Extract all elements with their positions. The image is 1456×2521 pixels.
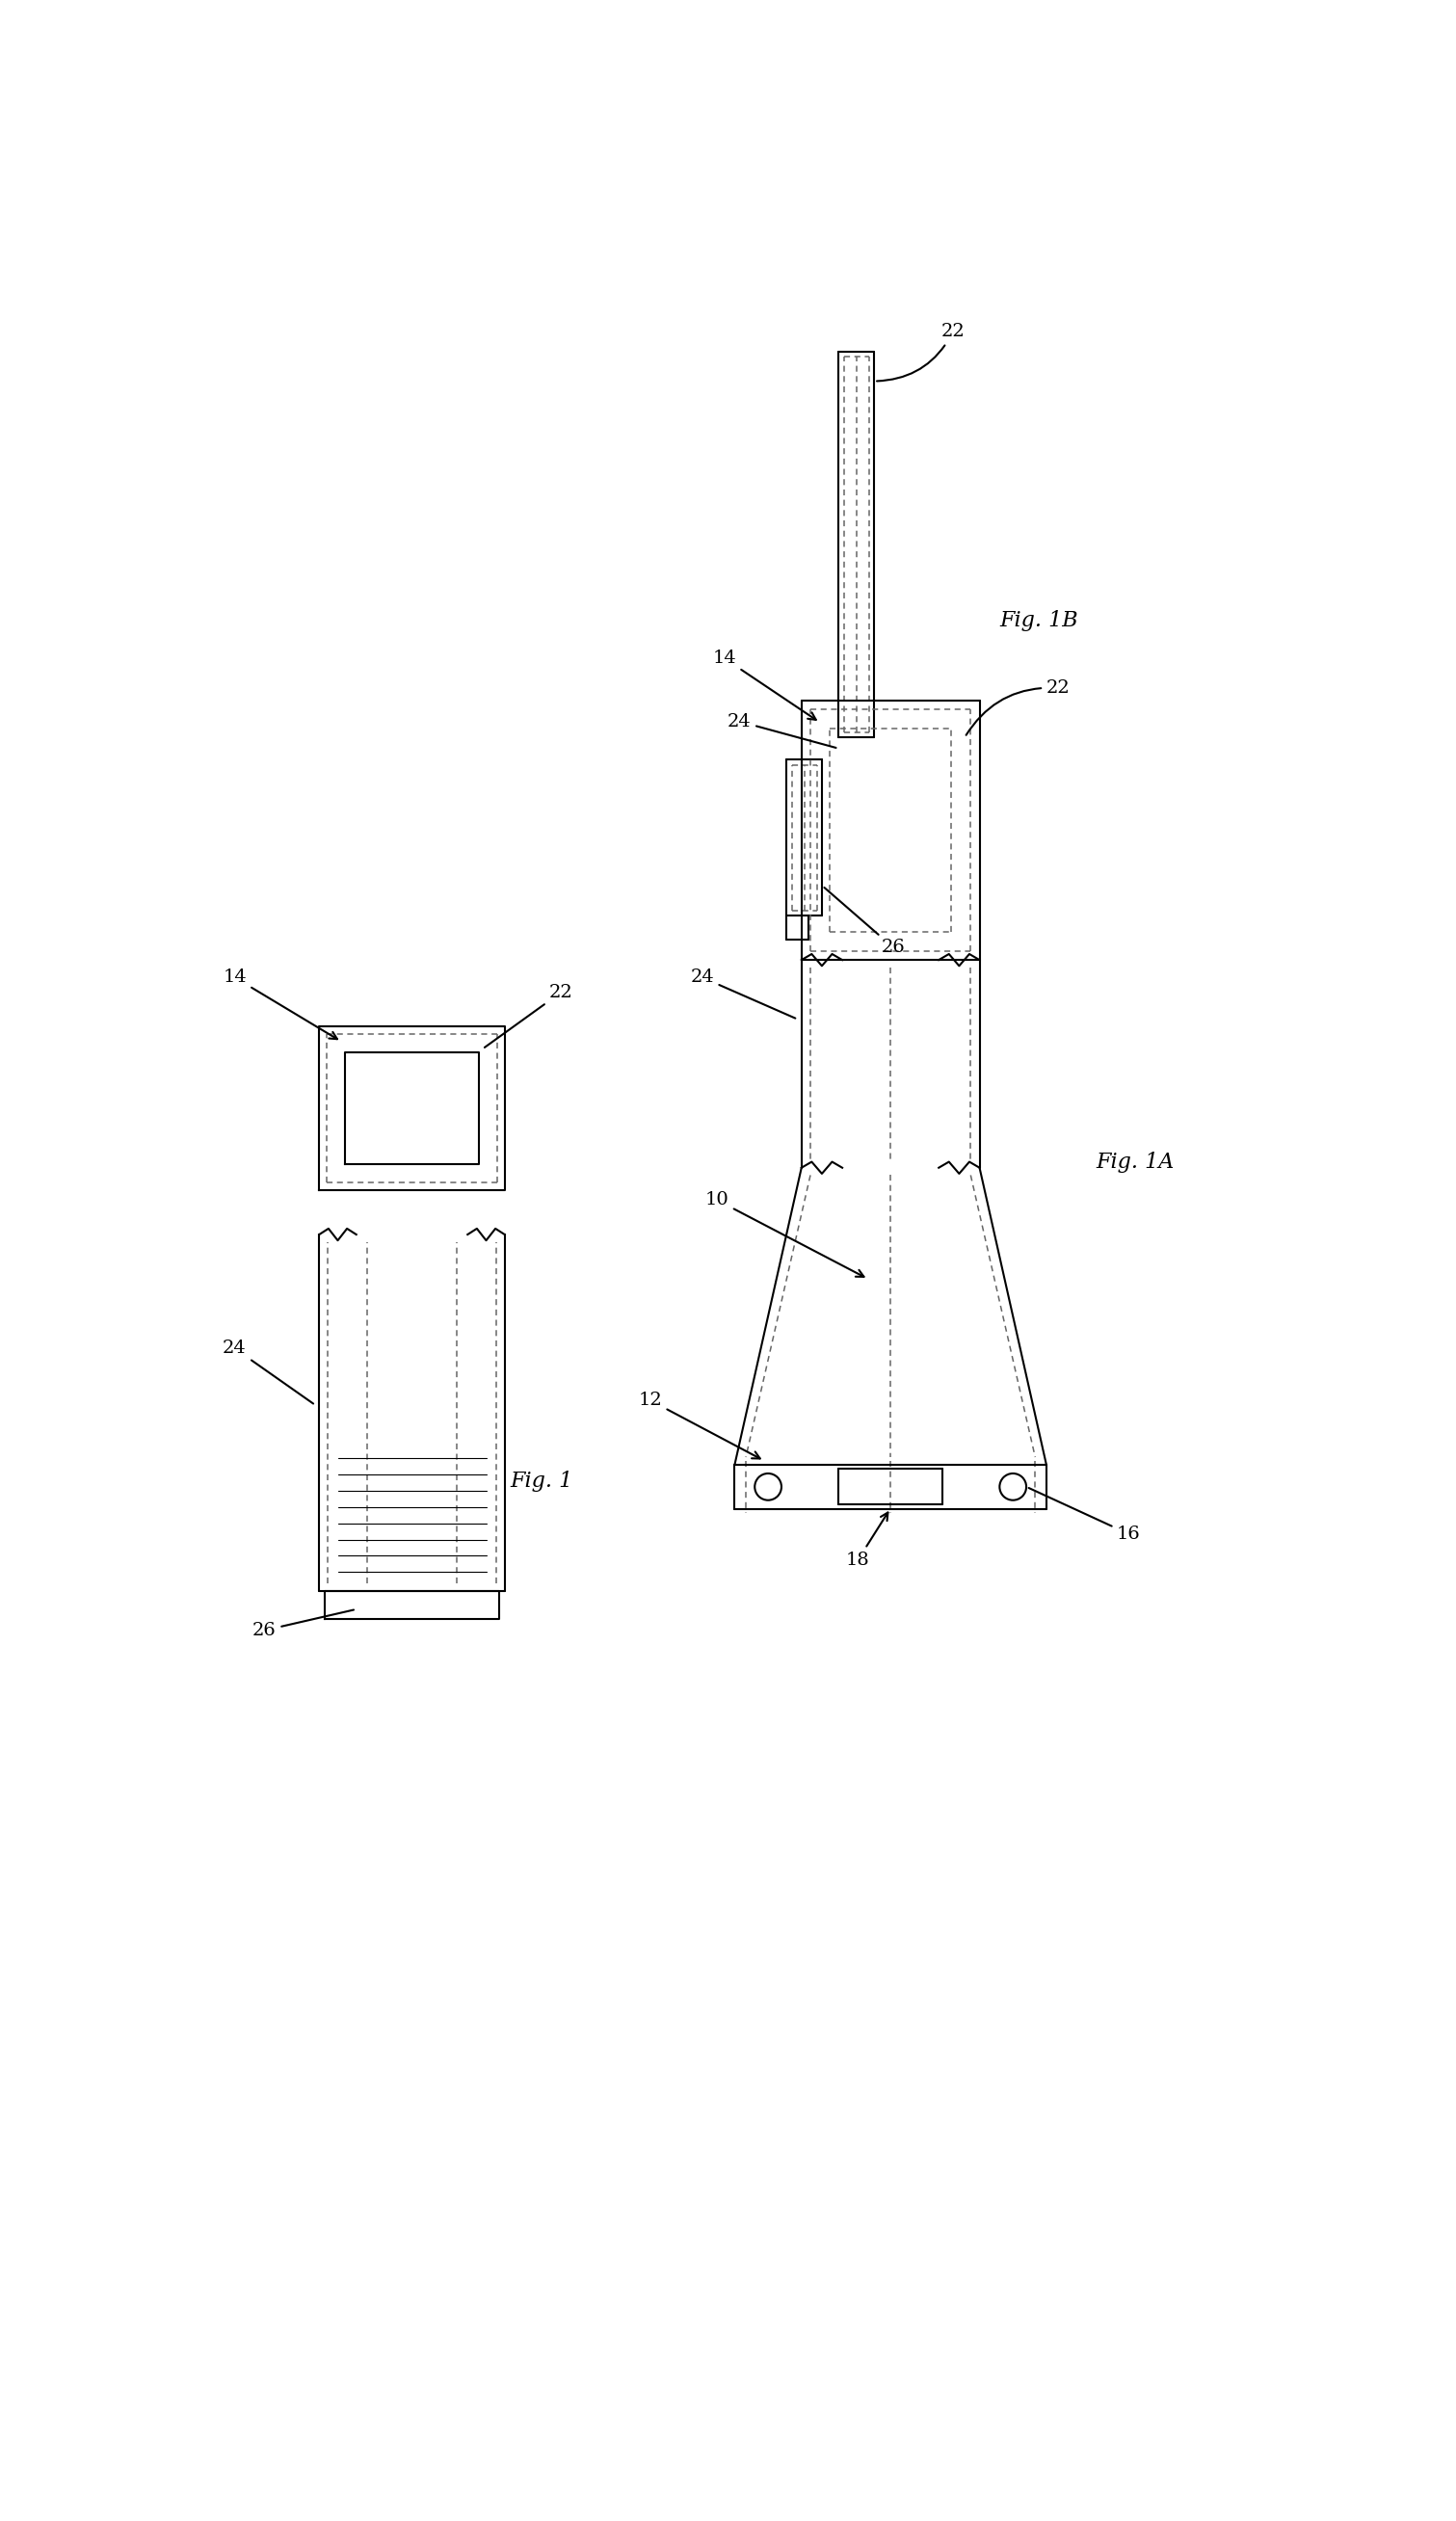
Text: 12: 12 <box>638 1392 760 1460</box>
Text: 22: 22 <box>877 323 965 381</box>
Text: 18: 18 <box>846 1513 888 1568</box>
Text: Fig. 1B: Fig. 1B <box>1000 610 1079 630</box>
Text: 14: 14 <box>223 968 338 1039</box>
Text: 16: 16 <box>1029 1487 1140 1543</box>
Text: 24: 24 <box>728 713 836 749</box>
Text: 26: 26 <box>252 1611 354 1639</box>
Text: 10: 10 <box>705 1192 863 1276</box>
Text: 14: 14 <box>712 650 815 721</box>
Text: 24: 24 <box>223 1339 313 1404</box>
Text: 24: 24 <box>690 968 795 1018</box>
Text: 22: 22 <box>967 678 1070 736</box>
Text: 26: 26 <box>824 887 906 955</box>
Text: 22: 22 <box>485 983 574 1046</box>
Text: Fig. 1: Fig. 1 <box>511 1470 574 1492</box>
Text: Fig. 1A: Fig. 1A <box>1096 1152 1175 1172</box>
